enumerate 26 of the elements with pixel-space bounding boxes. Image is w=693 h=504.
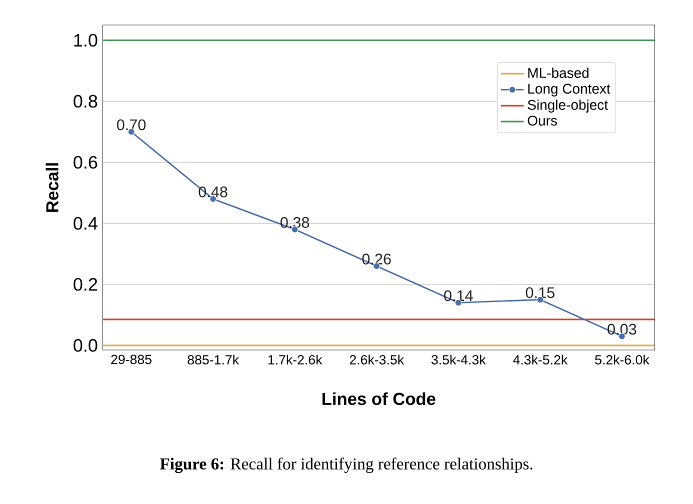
- legend-label: Ours: [528, 116, 557, 126]
- data-label: 0.38: [280, 217, 310, 228]
- data-label: 0.70: [116, 119, 146, 130]
- data-label: 0.03: [608, 324, 636, 335]
- y-axis-title: Recall: [46, 163, 58, 212]
- y-tick-label: 0.2: [74, 278, 98, 291]
- legend-label: ML-based: [528, 68, 588, 78]
- x-tick-label: 29-885: [111, 354, 152, 364]
- x-tick-label: 1.7k-2.6k: [268, 354, 322, 364]
- y-tick-label: 0.4: [74, 216, 98, 230]
- legend-label: Long Context: [528, 84, 610, 96]
- data-label: 0.26: [362, 254, 391, 264]
- y-tick-label: 0.8: [74, 94, 98, 108]
- data-label: 0.14: [444, 290, 473, 302]
- y-tick-label: 0.6: [74, 156, 98, 169]
- x-axis-title: Lines of Code: [322, 392, 436, 406]
- x-tick-label: 2.6k-3.5k: [350, 354, 404, 364]
- text: Figure 6: Recall for identifying reference relationships.: [160, 458, 532, 474]
- data-label: 0.15: [526, 287, 554, 298]
- x-tick-label: 885-1.7k: [188, 354, 240, 364]
- y-tick-label: 1.0: [74, 34, 98, 47]
- y-tick-label: 0.0: [74, 339, 98, 352]
- x-tick-label: 5.2k-6.0k: [595, 354, 650, 364]
- x-tick-label: 3.5k-4.3k: [431, 354, 486, 364]
- x-tick-label: 4.3k-5.2k: [513, 354, 568, 364]
- legend-label: Single-object: [528, 100, 608, 113]
